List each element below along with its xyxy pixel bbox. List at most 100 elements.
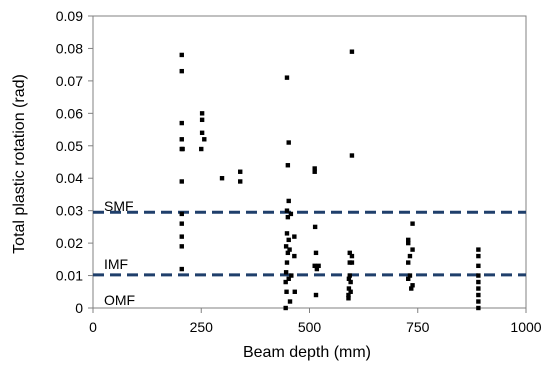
y-tick-label: 0.04 xyxy=(56,170,83,186)
y-tick-label: 0.08 xyxy=(56,40,83,56)
data-point xyxy=(283,305,288,311)
data-point xyxy=(292,289,297,294)
y-tick-label: 0.07 xyxy=(56,73,83,89)
data-point xyxy=(406,237,411,243)
data-point xyxy=(286,237,291,243)
plot-frame xyxy=(92,15,527,309)
data-point xyxy=(346,276,352,281)
data-point xyxy=(179,221,184,226)
region-label-omf: OMF xyxy=(104,292,135,308)
data-point xyxy=(285,250,291,256)
data-point xyxy=(476,305,481,311)
data-point xyxy=(179,179,184,184)
data-point xyxy=(179,266,184,272)
data-point xyxy=(407,273,413,278)
data-point xyxy=(313,250,319,256)
data-point xyxy=(407,253,413,259)
region-label-smf: SMF xyxy=(104,198,134,214)
data-point xyxy=(287,247,292,252)
data-point xyxy=(288,211,294,217)
region-label-imf: IMF xyxy=(104,256,128,272)
data-point xyxy=(283,270,289,275)
data-point xyxy=(179,52,184,58)
data-point xyxy=(346,292,351,298)
data-point xyxy=(285,214,291,220)
data-point xyxy=(349,260,355,265)
x-tick-label: 750 xyxy=(406,319,430,335)
data-point xyxy=(180,146,185,152)
data-point xyxy=(476,247,481,252)
data-point xyxy=(348,289,353,294)
data-point xyxy=(349,253,355,259)
data-point xyxy=(476,253,481,259)
data-point xyxy=(199,130,205,135)
y-tick-label: 0.06 xyxy=(56,105,83,121)
data-point xyxy=(179,244,184,249)
y-tick-label: 0.02 xyxy=(56,235,83,251)
region-labels: SMF IMF OMF xyxy=(104,198,135,308)
data-point xyxy=(410,283,415,288)
data-point xyxy=(179,211,184,217)
data-point xyxy=(406,240,411,246)
data-point xyxy=(179,68,184,74)
x-tick-label: 0 xyxy=(89,319,97,335)
data-point xyxy=(410,221,415,226)
data-point xyxy=(314,266,320,272)
data-point xyxy=(346,296,351,301)
data-point xyxy=(476,273,481,278)
data-point xyxy=(199,111,205,116)
data-point xyxy=(287,299,293,304)
data-point xyxy=(284,208,290,213)
data-point xyxy=(347,273,352,278)
y-tick-label: 0.09 xyxy=(56,8,83,24)
x-axis-title: Beam depth (mm) xyxy=(243,344,371,361)
data-point xyxy=(284,260,290,265)
data-point xyxy=(346,286,352,291)
x-axis-ticks: 0 250 500 750 1000 xyxy=(89,308,542,335)
y-axis-ticks: 0 0.01 0.02 0.03 0.04 0.05 0.06 0.07 0.08 0.09 xyxy=(56,8,93,316)
data-point xyxy=(286,198,291,204)
plot-area xyxy=(92,15,527,309)
data-point xyxy=(199,117,205,123)
data-point xyxy=(476,263,481,269)
data-point xyxy=(238,179,243,184)
data-point xyxy=(312,263,317,269)
data-point xyxy=(289,273,294,278)
data-point xyxy=(284,231,290,236)
y-tick-label: 0.01 xyxy=(56,268,83,284)
data-point xyxy=(286,140,291,145)
data-point xyxy=(349,49,355,54)
y-tick-label: 0.05 xyxy=(56,138,83,154)
data-point xyxy=(476,286,481,291)
data-point xyxy=(284,75,290,80)
data-point xyxy=(476,279,481,285)
data-point xyxy=(283,279,288,285)
data-point xyxy=(313,292,319,298)
data-point xyxy=(409,286,414,291)
x-tick-label: 1000 xyxy=(510,319,541,335)
data-point xyxy=(312,224,318,230)
y-tick-label: 0.03 xyxy=(56,203,83,219)
data-point xyxy=(312,169,317,174)
x-tick-label: 500 xyxy=(298,319,322,335)
data-point xyxy=(283,244,289,249)
reference-lines xyxy=(93,210,526,277)
data-point xyxy=(199,146,204,152)
data-point xyxy=(285,163,291,168)
data-point xyxy=(476,299,481,304)
data-point xyxy=(312,166,317,171)
data-point xyxy=(349,153,355,158)
data-point xyxy=(406,260,411,265)
data-point xyxy=(179,234,184,239)
data-point xyxy=(406,276,411,281)
data-point xyxy=(476,292,481,298)
data-point xyxy=(347,250,352,256)
data-point xyxy=(284,289,289,294)
y-axis-title: Total plastic rotation (rad) xyxy=(11,74,28,254)
data-point xyxy=(202,137,207,142)
data-point xyxy=(219,176,225,181)
data-point xyxy=(292,234,297,239)
x-tick-label: 250 xyxy=(190,319,214,335)
data-point xyxy=(179,137,184,142)
